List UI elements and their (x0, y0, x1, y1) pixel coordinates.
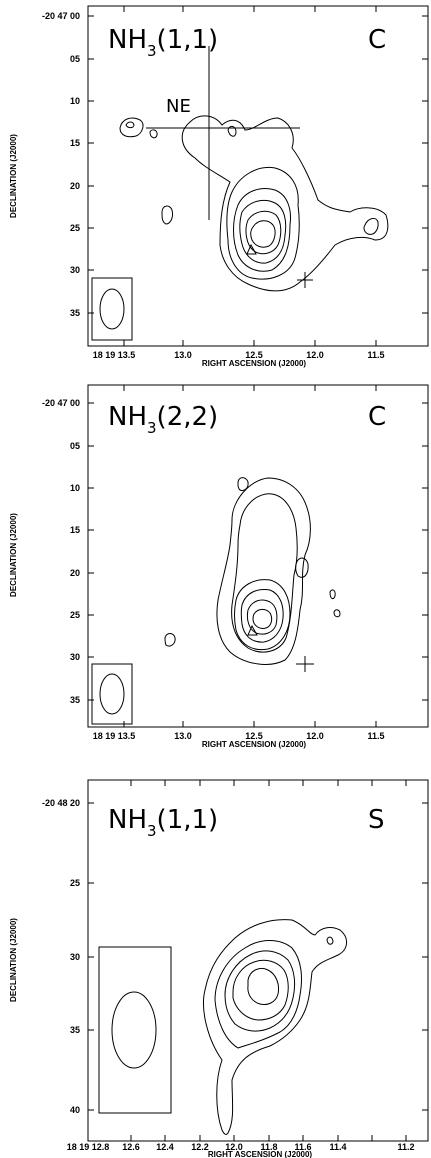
x-tick-label: 12.5 (245, 350, 263, 360)
y-tick-label: 40 (70, 1105, 80, 1115)
y-tick-label: 25 (70, 223, 80, 233)
y-tick-label: 20 (70, 181, 80, 191)
x-tick-label: 11.5 (367, 350, 384, 360)
y-axis-label: DECLINATION (J2000) (9, 134, 18, 218)
y-tick-label: 35 (70, 308, 80, 318)
crosshair-ne (146, 46, 300, 220)
y-axis-ticks (88, 802, 428, 1111)
y-axis-label: DECLINATION (J2000) (9, 918, 18, 1002)
y-tick-label: 05 (70, 54, 80, 64)
x-axis-label: RIGHT ASCENSION (J2000) (202, 740, 307, 749)
panel-title: NH3(2,2) (108, 402, 218, 437)
region-label: S (368, 805, 385, 835)
panel-title: NH3(1,1) (108, 805, 218, 840)
y-tick-label: 15 (70, 525, 80, 535)
x-tick-label: 12.5 (245, 731, 263, 741)
y-tick-label: 30 (70, 952, 80, 962)
x-tick-label: 12.0 (306, 731, 324, 741)
x-tick-label: 11.5 (367, 731, 384, 741)
panel-title: NH3(1,1) (108, 25, 218, 60)
beam-box (91, 277, 133, 341)
x-axis-label: RIGHT ASCENSION (J2000) (202, 359, 307, 368)
x-tick-label: 12.0 (306, 350, 324, 360)
y-axis-label: DECLINATION (J2000) (9, 513, 18, 597)
beam-box (91, 663, 133, 725)
x-tick-label: 12.4 (156, 1142, 174, 1152)
plus-marker (297, 272, 313, 288)
y-tick-label: 20 (70, 568, 80, 578)
contours (164, 477, 341, 665)
contours (203, 919, 347, 1135)
region-label: C (368, 25, 386, 55)
x-tick-label: 12.6 (122, 1142, 140, 1152)
y-tick-label: 25 (70, 878, 80, 888)
x-tick-label: 18 19 13.5 (93, 731, 136, 741)
x-tick-label: 11.4 (329, 1142, 346, 1152)
y-tick-label: 25 (70, 610, 80, 620)
beam-ellipse (99, 288, 125, 330)
triangle-marker (247, 624, 258, 636)
y-axis-ticks (88, 15, 428, 314)
plus-marker (296, 656, 314, 672)
x-tick-label: 11.2 (397, 1142, 414, 1152)
panel-frame (87, 5, 429, 347)
x-axis-ticks (123, 385, 377, 727)
panel-frame (87, 384, 429, 728)
y-tick-label: 10 (70, 96, 80, 106)
ne-label: NE (166, 96, 191, 117)
y-tick-label: 35 (70, 695, 80, 705)
panel-nh3-11-s: NH3(1,1) S -20 48 20 25 30 35 40 18 19 1… (9, 779, 429, 1158)
x-tick-label: 12.0 (225, 1142, 243, 1152)
x-axis-ticks (130, 780, 407, 1141)
y-tick-label: -20 47 00 (42, 398, 80, 408)
y-tick-label: 15 (70, 138, 80, 148)
x-tick-label: 11.8 (260, 1142, 277, 1152)
contours (119, 115, 389, 292)
x-tick-label: 13.0 (174, 350, 192, 360)
panel-nh3-22-c: NH3(2,2) C -20 47 00 05 10 15 20 25 30 3… (9, 384, 429, 749)
y-tick-label: 30 (70, 652, 80, 662)
y-tick-label: 05 (70, 441, 80, 451)
x-axis-label: RIGHT ASCENSION (J2000) (208, 1150, 313, 1158)
y-tick-label: 10 (70, 483, 80, 493)
x-tick-label: 12.2 (191, 1142, 209, 1152)
y-tick-label: 30 (70, 265, 80, 275)
x-tick-label: 11.6 (294, 1142, 311, 1152)
y-tick-label: -20 47 00 (42, 11, 80, 21)
x-axis-ticks (123, 6, 377, 346)
y-axis-ticks (88, 402, 428, 701)
region-label: C (368, 402, 386, 432)
x-tick-label: 18 19 13.5 (93, 350, 136, 360)
panel-frame (87, 779, 429, 1142)
y-tick-label: -20 48 20 (42, 798, 80, 808)
x-tick-label: 18 19 12.8 (67, 1142, 110, 1152)
x-tick-label: 13.0 (174, 731, 192, 741)
panel-nh3-11-c: NH3(1,1) C NE -20 47 00 05 10 15 20 25 3… (9, 5, 429, 368)
beam-ellipse (99, 673, 125, 715)
beam-box (98, 946, 172, 1114)
beam-ellipse (111, 991, 157, 1069)
triangle-marker (246, 243, 257, 255)
y-tick-label: 35 (70, 1025, 80, 1035)
